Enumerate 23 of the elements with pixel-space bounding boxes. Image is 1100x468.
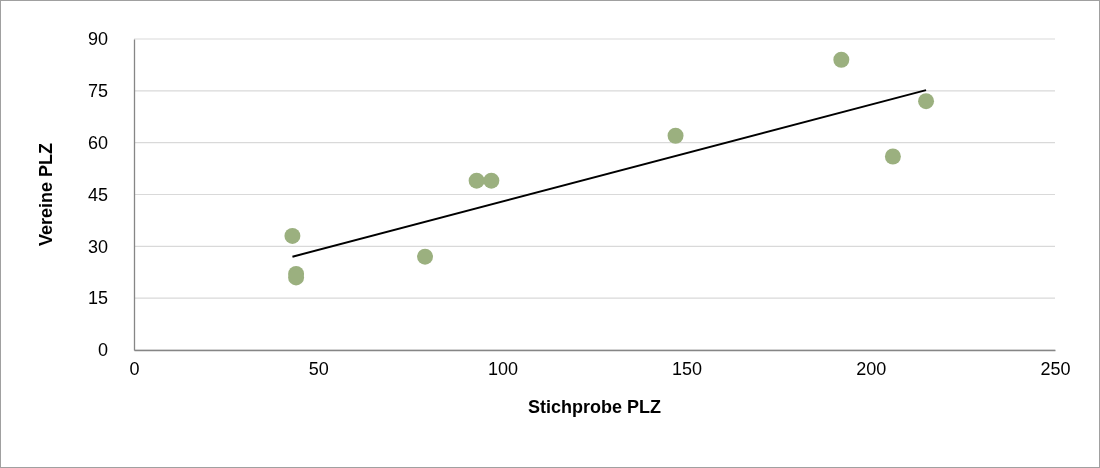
x-axis-title: Stichprobe PLZ	[527, 397, 662, 417]
point	[483, 172, 500, 189]
point	[833, 51, 850, 68]
x-tick-label: 150	[672, 358, 703, 379]
y-tick-label: 60	[87, 132, 108, 153]
point	[667, 127, 684, 144]
x-tick-label: 0	[129, 358, 140, 379]
point	[417, 248, 434, 265]
x-tick-label: 100	[487, 358, 518, 379]
point	[284, 228, 301, 244]
point	[884, 148, 901, 165]
y-tick-label: 90	[87, 29, 108, 50]
y-tick-label: 45	[87, 184, 108, 205]
y-tick-label: 30	[87, 236, 108, 257]
x-tick-label: 200	[856, 358, 887, 379]
x-tick-label: 50	[308, 358, 329, 379]
x-tick-label: 250	[1040, 358, 1071, 379]
y-tick-label: 0	[97, 340, 108, 361]
y-axis-title: Vereine PLZ	[36, 142, 56, 247]
y-tick-label: 15	[87, 288, 108, 309]
point	[918, 93, 935, 110]
point	[468, 172, 485, 189]
y-tick-label: 75	[87, 81, 108, 102]
